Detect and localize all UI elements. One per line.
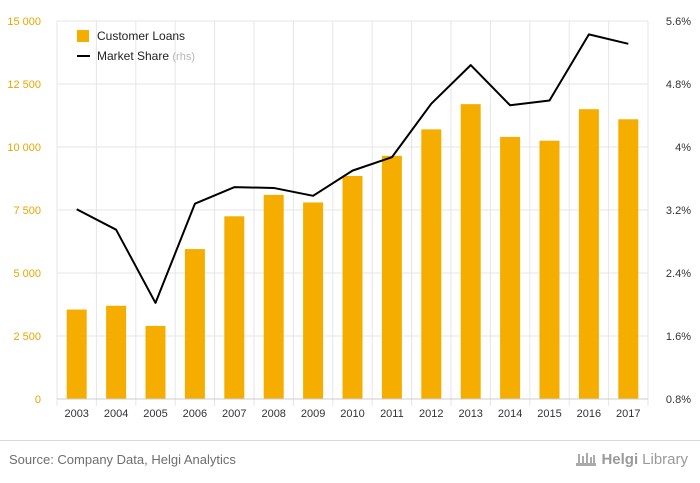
brand-name-bold: Helgi [601, 450, 639, 468]
bar [263, 194, 284, 399]
brand-name-rest: Library [642, 450, 688, 468]
line-series [76, 33, 629, 304]
x-tick-label: 2008 [261, 408, 285, 420]
bar [224, 216, 245, 399]
bar [421, 129, 442, 400]
x-tick-label: 2013 [458, 408, 482, 420]
right-tick-label: 2.4% [666, 268, 691, 280]
x-tick-label: 2012 [419, 408, 443, 420]
bar [500, 136, 521, 400]
chart: 0 2 500 5 000 7 500 10 000 12 500 15 000 0.8% 1.… [7, 16, 691, 420]
legend: Customer Loans Market Share (rhs) [77, 29, 195, 63]
right-tick-label: 5.6% [666, 16, 691, 28]
right-tick-label: 3.2% [666, 205, 691, 217]
right-tick-label: 4% [675, 142, 691, 154]
left-tick-label: 0 [35, 394, 41, 406]
x-tick-label: 2007 [222, 408, 246, 420]
left-tick-label: 5 000 [13, 268, 41, 280]
bar [66, 309, 87, 399]
x-tick-label: 2005 [143, 408, 167, 420]
bar-series [66, 104, 639, 400]
legend-rhs-suffix: (rhs) [172, 51, 195, 63]
x-tick-label: 2010 [340, 408, 364, 420]
brand-logo: Helgi Library [575, 450, 688, 468]
bar [184, 249, 205, 399]
source-text: Source: Company Data, Helgi Analytics [9, 452, 236, 467]
x-tick-label: 2011 [380, 408, 404, 420]
x-tick-label: 2017 [616, 408, 640, 420]
chart-area: 0 2 500 5 000 7 500 10 000 12 500 15 000 0.8% 1.… [7, 16, 691, 420]
left-tick-label: 10 000 [7, 142, 41, 154]
bar [106, 305, 127, 399]
bar [539, 140, 560, 399]
axes: 0 2 500 5 000 7 500 10 000 12 500 15 000 0.8% 1.… [7, 16, 691, 420]
bar [303, 202, 324, 399]
legend-customer-loans: Customer Loans [97, 29, 185, 43]
right-tick-label: 4.8% [666, 79, 691, 91]
grid [56, 20, 649, 406]
bar [342, 175, 363, 399]
x-tick-label: 2014 [498, 408, 522, 420]
x-tick-label: 2004 [104, 408, 128, 420]
x-tick-label: 2003 [64, 408, 88, 420]
left-tick-label: 15 000 [7, 16, 41, 28]
x-tick-label: 2006 [183, 408, 207, 420]
left-tick-label: 2 500 [13, 331, 41, 343]
legend-bar-swatch [77, 30, 89, 42]
footer: Source: Company Data, Helgi Analytics He… [0, 440, 700, 483]
market-share-line [76, 33, 629, 304]
x-tick-label: 2016 [577, 408, 601, 420]
bar [381, 155, 402, 399]
bar [460, 104, 481, 399]
x-tick-label: 2009 [301, 408, 325, 420]
x-tick-label: 2015 [537, 408, 561, 420]
legend-market-share: Market Share (rhs) [97, 49, 195, 63]
right-tick-label: 1.6% [666, 331, 691, 343]
bar [578, 109, 599, 399]
bar [145, 325, 166, 399]
left-tick-label: 12 500 [7, 79, 41, 91]
bar [618, 119, 639, 399]
left-tick-label: 7 500 [13, 205, 41, 217]
library-icon [576, 453, 597, 466]
right-tick-label: 0.8% [666, 394, 691, 406]
